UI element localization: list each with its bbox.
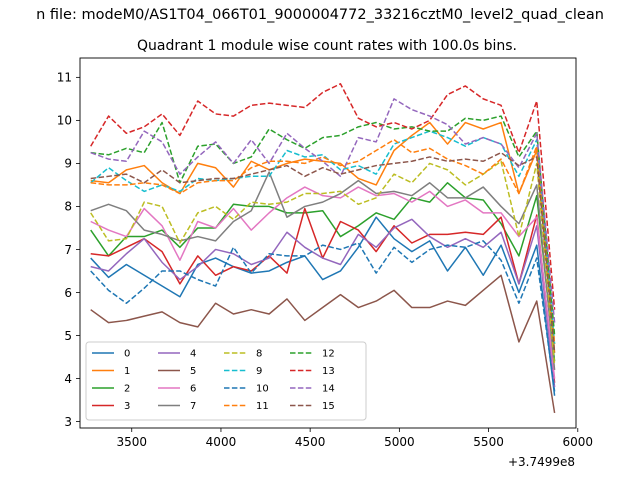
x-axis-offset-label: +3.7499e8: [508, 455, 575, 469]
legend-label-2: 2: [124, 384, 130, 395]
y-tick-label: 8: [64, 200, 72, 214]
legend-label-3: 3: [124, 401, 130, 412]
series-lines: [90, 83, 556, 414]
legend-label-9: 9: [256, 366, 262, 377]
legend-label-13: 13: [322, 366, 335, 377]
y-tick-label: 7: [64, 243, 72, 257]
y-tick-label: 10: [57, 114, 72, 128]
y-tick-label: 4: [64, 372, 72, 386]
legend-box: [85, 341, 367, 421]
series-line-15: [90, 151, 556, 353]
y-tick-label: 5: [64, 329, 72, 343]
chart-title: Quadrant 1 module wise count rates with …: [137, 38, 517, 54]
axes-frame: [79, 57, 577, 429]
figure-suptitle: n file: modeM0/AS1T04_066T01_9000004772_…: [36, 7, 604, 23]
legend-label-0: 0: [124, 349, 130, 360]
legend-label-11: 11: [256, 401, 269, 412]
series-line-4: [90, 218, 556, 388]
x-tick-label: 3500: [116, 435, 147, 449]
legend-label-7: 7: [190, 401, 196, 412]
legend-label-14: 14: [322, 384, 335, 395]
x-tick-label: 5000: [384, 435, 415, 449]
series-line-5: [90, 274, 556, 414]
y-tick-label: 6: [64, 286, 72, 300]
series-line-9: [90, 130, 556, 345]
x-tick-label: 4000: [206, 435, 237, 449]
y-tick-label: 9: [64, 157, 72, 171]
series-line-0: [90, 216, 556, 396]
y-axis-ticks: 3 4 5 6 7 8 9 10 11: [57, 71, 80, 429]
series-line-13: [90, 83, 556, 310]
series-line-12: [90, 115, 556, 336]
y-tick-label: 3: [64, 415, 72, 429]
x-tick-label: 6000: [563, 435, 594, 449]
legend-label-10: 10: [256, 384, 269, 395]
legend-label-1: 1: [124, 366, 130, 377]
legend-label-8: 8: [256, 349, 262, 360]
legend-label-4: 4: [190, 349, 196, 360]
x-tick-label: 4500: [295, 435, 326, 449]
series-line-10: [90, 240, 556, 392]
y-tick-label: 11: [57, 71, 72, 85]
x-axis-ticks: 3500 4000 4500 5000 5500 6000: [116, 428, 593, 449]
series-line-8: [90, 160, 556, 366]
legend-label-12: 12: [322, 349, 335, 360]
legend-label-15: 15: [322, 401, 335, 412]
legend-label-5: 5: [190, 366, 196, 377]
series-line-7: [90, 171, 556, 370]
x-tick-label: 5500: [473, 435, 504, 449]
series-line-14: [90, 98, 556, 323]
legend-label-6: 6: [190, 384, 196, 395]
